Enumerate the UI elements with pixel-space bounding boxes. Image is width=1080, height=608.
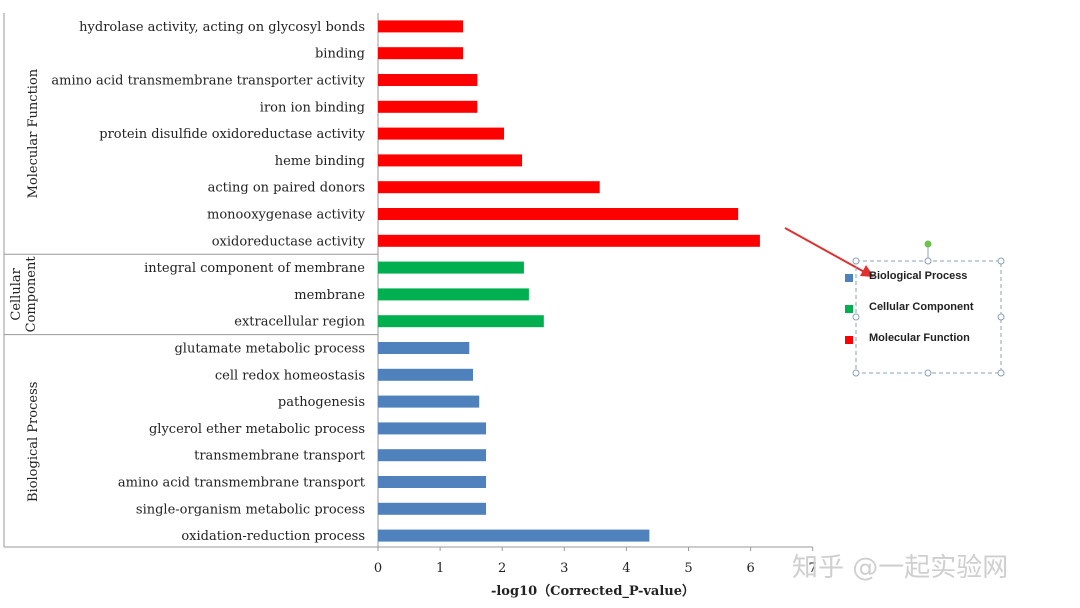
bars [378, 20, 760, 542]
group-label: Molecular Function [26, 68, 41, 198]
legend-resize-handle[interactable] [924, 257, 932, 265]
category-label: integral component of membrane [144, 261, 365, 276]
category-label: acting on paired donors [208, 181, 365, 196]
legend-pointer-arrowhead [860, 265, 874, 277]
x-tick-label: 0 [374, 561, 382, 576]
bar [378, 261, 524, 274]
x-tick-label: 2 [498, 561, 506, 576]
group-label: Biological Process [26, 382, 41, 502]
bar [378, 74, 478, 86]
bar [378, 288, 529, 301]
category-label: monooxygenase activity [207, 208, 366, 223]
legend-resize-handle[interactable] [997, 369, 1005, 377]
bar [378, 502, 487, 515]
legend-resize-handle[interactable] [852, 313, 860, 321]
legend[interactable]: Biological Process Cellular Component Mole… [784, 227, 1005, 377]
bar [378, 342, 470, 354]
x-axis: 0 1 2 3 4 5 6 7 [4, 546, 817, 576]
category-label: oxidation-reduction process [181, 529, 365, 544]
legend-swatch [845, 305, 853, 313]
bar [378, 476, 487, 488]
legend-resize-handle[interactable] [997, 257, 1005, 265]
bar [378, 234, 760, 247]
bar [378, 422, 487, 435]
bar [378, 368, 474, 381]
category-label: heme binding [275, 154, 365, 169]
legend-resize-handle[interactable] [997, 313, 1005, 321]
bar [378, 20, 464, 33]
legend-swatch [845, 274, 853, 282]
category-label: protein disulfide oxidoreductase activit… [99, 127, 365, 142]
category-label: hydrolase activity, acting on glycosyl b… [79, 20, 365, 35]
legend-swatch [845, 336, 853, 344]
x-tick-label: 4 [622, 561, 630, 576]
category-label: transmembrane transport [194, 449, 366, 464]
x-tick-label: 1 [436, 561, 444, 576]
legend-label: Cellular Component [869, 301, 974, 313]
group-labels: Molecular Function CellularComponent Biolo… [9, 68, 41, 502]
bar [378, 529, 650, 542]
category-label: oxidoreductase activity [212, 234, 366, 249]
watermark-text: 知乎 @一起实验网 [792, 553, 1008, 583]
legend-label: Molecular Function [869, 332, 970, 344]
category-labels: hydrolase activity, acting on glycosyl b… [51, 20, 365, 544]
bar [378, 315, 544, 328]
bar [378, 181, 600, 194]
bar [378, 127, 505, 140]
x-axis-title: -log10（Corrected_P-value） [491, 583, 695, 599]
bar [378, 395, 480, 408]
category-label: glycerol ether metabolic process [149, 422, 365, 437]
category-label: binding [315, 47, 365, 62]
x-tick-label: 7 [809, 561, 817, 576]
legend-pointer-arrow [784, 227, 869, 275]
bar [378, 449, 487, 462]
category-label: pathogenesis [278, 395, 365, 410]
legend-resize-handle[interactable] [852, 369, 860, 377]
chart-frame [3, 13, 379, 547]
category-label: extracellular region [234, 315, 365, 330]
category-label: amino acid transmembrane transport [118, 476, 366, 491]
category-label: cell redox homeostasis [215, 368, 365, 383]
category-label: glutamate metabolic process [174, 342, 365, 357]
bar [378, 100, 478, 113]
x-tick-label: 3 [560, 561, 568, 576]
legend-resize-handle[interactable] [924, 369, 932, 377]
x-tick-label: 6 [746, 561, 754, 576]
bar [378, 47, 464, 60]
x-tick-label: 5 [684, 561, 692, 576]
group-label: CellularComponent [9, 256, 39, 333]
category-label: iron ion binding [260, 100, 365, 115]
bar [378, 154, 523, 167]
legend-rotate-handle[interactable] [924, 240, 932, 248]
category-label: membrane [294, 288, 365, 303]
category-label: single-organism metabolic process [136, 502, 365, 517]
bar [378, 208, 739, 220]
legend-label: Biological Process [869, 270, 967, 282]
category-label: amino acid transmembrane transporter act… [51, 74, 365, 89]
legend-resize-handle[interactable] [852, 257, 860, 265]
